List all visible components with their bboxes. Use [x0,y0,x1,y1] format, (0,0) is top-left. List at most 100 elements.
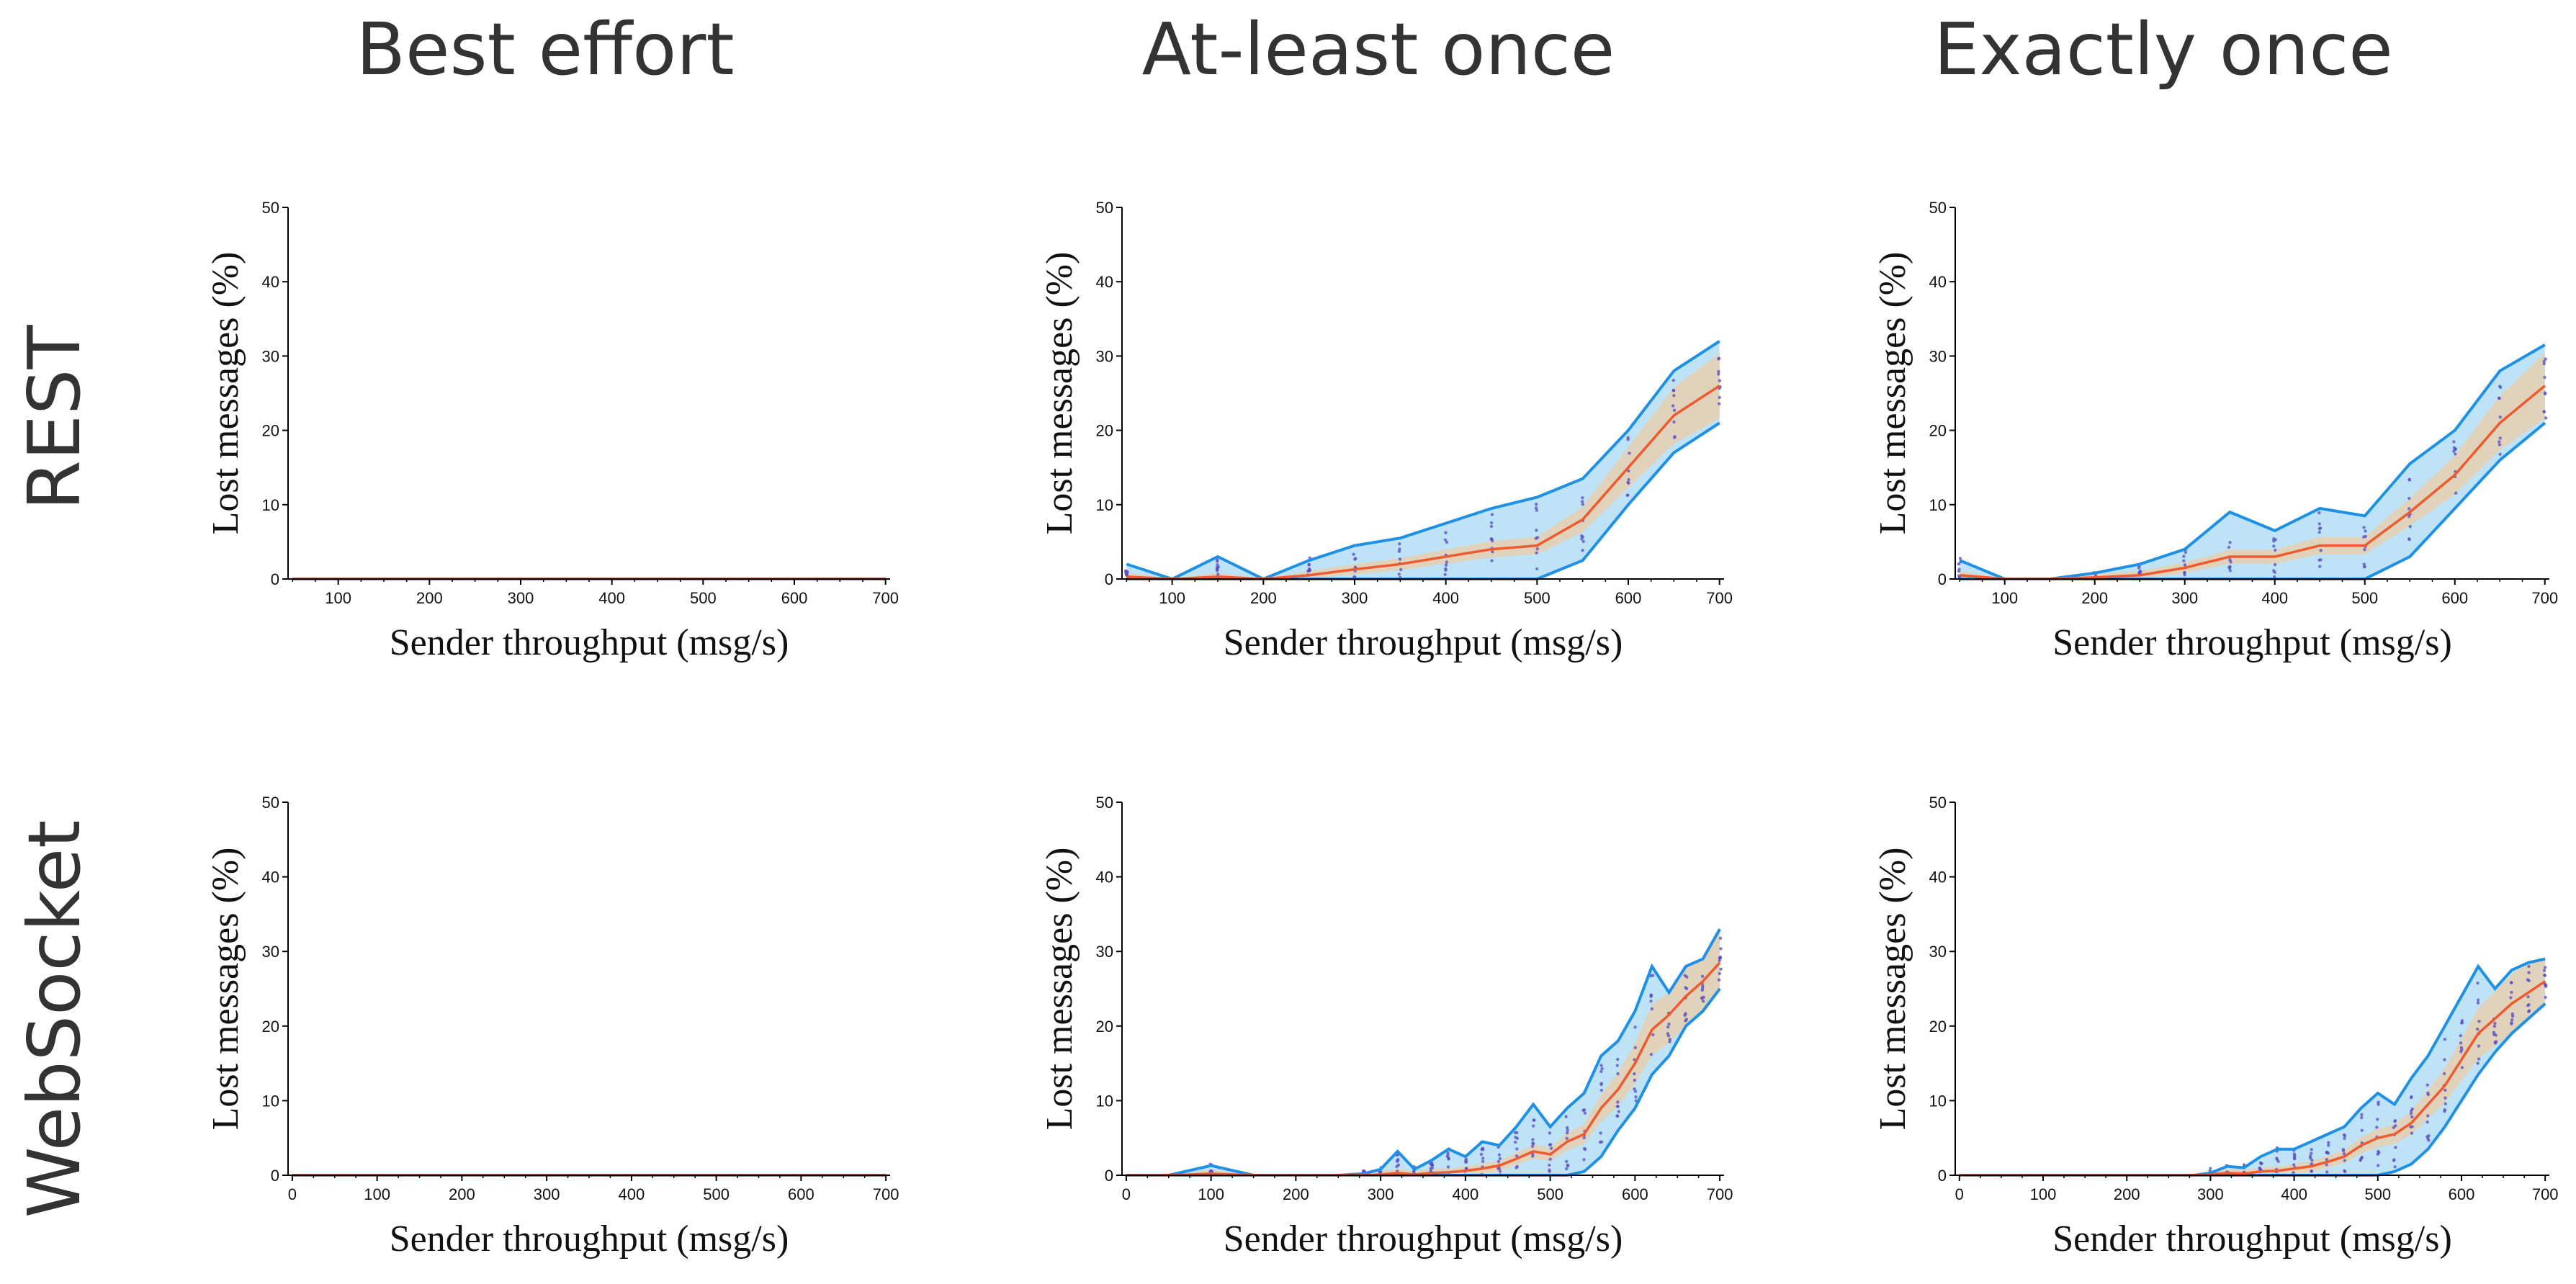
sample-point [1445,560,1449,564]
sample-point [2494,1040,2498,1043]
sample-point [1581,549,1584,552]
y-tick-label: 20 [1929,422,1947,440]
sample-point [2410,1131,2414,1135]
sample-point [2454,491,2458,495]
sample-point [1397,573,1401,576]
sample-point [1514,1136,1517,1139]
sample-point [1549,1146,1553,1150]
sample-point [2476,982,2479,985]
sample-point [2341,1148,2346,1151]
sample-point [1583,1111,1587,1115]
sample-point [2407,507,2411,511]
sample-point [2509,996,2513,1000]
sample-point [1534,537,1538,540]
y-tick-label: 40 [262,273,279,291]
sample-point [2342,1152,2346,1156]
sample-point [1666,1025,1670,1029]
sample-point [1489,521,1494,525]
row-title-rest: REST [12,324,97,510]
sample-point [1463,1160,1468,1164]
sample-point [2454,452,2457,456]
y-tick-label: 50 [1929,794,1947,812]
sample-point [2527,964,2531,969]
sample-point [2443,1096,2447,1100]
sample-point [1650,1007,1654,1011]
sample-point [1672,394,1676,398]
sample-point [1535,547,1539,551]
sample-point [1672,420,1676,424]
y-tick-label: 30 [1096,347,1113,365]
sample-point [2510,1022,2513,1025]
sample-point [1717,356,1721,360]
sample-point [2360,1115,2364,1120]
sample-point [1566,1131,1569,1135]
sample-point [1535,529,1538,532]
sample-point [2317,526,2322,531]
sample-point [2509,981,2513,984]
sample-point [1582,1158,1586,1162]
x-tick-label: 700 [2532,1185,2559,1203]
x-axis-label: Sender throughput (msg/s) [390,1218,789,1260]
sample-point [1633,1090,1638,1093]
x-tick-label: 500 [1524,589,1550,607]
sample-point [1581,1108,1585,1113]
sample-point [1396,1158,1400,1162]
sample-point [2276,1159,2280,1164]
sample-point [1216,560,1219,563]
x-axis-label: Sender throughput (msg/s) [1224,1218,1623,1260]
sample-point [1718,379,1722,382]
y-tick-label: 30 [1929,347,1947,365]
chart-rest-at-least-once: 0 10 20 30 40 50 100 200 300 400 500 600 700 Sender t… [1039,199,1733,663]
sample-point [2476,1001,2480,1005]
y-tick-label: 0 [1105,1167,1113,1185]
sample-point [2327,1141,2330,1145]
sample-point [1514,1166,1518,1169]
x-tick-label: 200 [1250,589,1277,607]
sample-point [2510,1018,2514,1022]
sample-point [2510,1012,2514,1016]
sample-point [2376,1118,2379,1121]
sample-point [2393,1165,2397,1169]
sample-point [1700,974,1705,979]
y-tick-label: 20 [1096,422,1113,440]
sample-point [1430,1162,1434,1167]
sample-point [2542,410,2546,413]
sample-point [1479,1152,1484,1157]
y-axis-label: Lost messages (%) [1872,848,1913,1131]
sample-point [1490,559,1494,562]
x-tick-label: 600 [2441,589,2468,607]
x-tick-label: 0 [1122,1185,1131,1203]
sample-point [1957,567,1961,571]
x-tick-label: 600 [788,1185,814,1203]
sample-point [2209,1167,2212,1170]
y-tick-label: 40 [1929,868,1947,886]
sample-point [1446,1165,1450,1169]
sample-point [1685,987,1689,991]
sample-point [2317,530,2321,534]
x-axis-label: Sender throughput (msg/s) [2052,622,2452,663]
x-tick-label: 400 [619,1185,645,1203]
sample-point [1548,1157,1552,1161]
sample-point [2452,449,2456,453]
sample-point [1443,538,1448,542]
sample-point [1649,1053,1653,1056]
sample-points [1124,356,1722,580]
column-title-at-least-once: At-least once [1142,7,1615,91]
sample-point [2477,1020,2481,1023]
sample-point [1430,1166,1435,1169]
sample-point [2260,1162,2263,1165]
y-tick-label: 0 [1938,570,1947,588]
sample-point [2182,555,2186,558]
sample-point [2407,537,2411,542]
sample-point [2317,511,2321,515]
sample-point [2443,1088,2447,1092]
inner-band [1959,958,2546,1175]
sample-point [1581,500,1584,503]
sample-point [1489,524,1494,529]
sample-point [1671,404,1675,408]
sample-point [1599,1069,1603,1074]
sample-point [2375,1126,2379,1129]
sample-point [1498,1157,1502,1161]
sample-point [1600,1067,1604,1071]
sample-point [1582,1136,1586,1140]
